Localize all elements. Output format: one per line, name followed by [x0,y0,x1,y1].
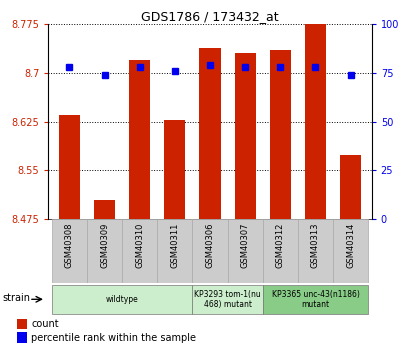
Text: GSM40306: GSM40306 [205,222,215,268]
Title: GDS1786 / 173432_at: GDS1786 / 173432_at [141,10,279,23]
Bar [200,48,221,219]
Bar [192,285,263,314]
Bar [333,219,368,283]
Text: GSM40313: GSM40313 [311,222,320,268]
Bar [52,219,87,283]
Text: count: count [31,319,59,329]
Bar [228,219,263,283]
Text: GSM40311: GSM40311 [171,222,179,268]
Bar [129,60,150,219]
Text: GSM40309: GSM40309 [100,222,109,268]
Text: GSM40312: GSM40312 [276,222,285,268]
Text: strain: strain [3,293,30,303]
Text: GSM40310: GSM40310 [135,222,144,268]
Bar [270,50,291,219]
Text: GSM40314: GSM40314 [346,222,355,268]
Bar [94,200,115,219]
Bar [340,155,361,219]
Bar [192,219,228,283]
Text: wildtype: wildtype [106,295,139,304]
Text: GSM40308: GSM40308 [65,222,74,268]
Bar [164,120,185,219]
Bar [87,219,122,283]
Bar [298,219,333,283]
Bar [235,53,256,219]
Bar [17,319,27,329]
Text: GSM40307: GSM40307 [241,222,249,268]
Bar [52,285,192,314]
Text: percentile rank within the sample: percentile rank within the sample [31,333,196,343]
Text: KP3365 unc-43(n1186)
mutant: KP3365 unc-43(n1186) mutant [271,289,360,309]
Bar [157,219,192,283]
Bar [59,115,80,219]
Bar [17,332,27,343]
Bar [263,285,368,314]
Bar [263,219,298,283]
Text: KP3293 tom-1(nu
468) mutant: KP3293 tom-1(nu 468) mutant [194,289,261,309]
Bar [305,24,326,219]
Bar [122,219,157,283]
